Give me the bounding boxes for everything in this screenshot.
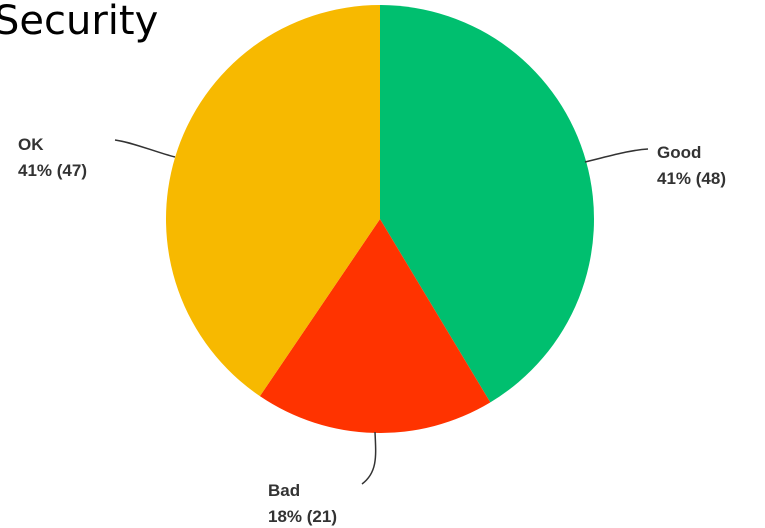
slice-label-value-ok: 41% (47): [18, 161, 87, 180]
pie-slice-good: [380, 5, 595, 403]
leader-line-good: [584, 148, 649, 163]
slice-labels: Good 41% (48) Bad 18% (21) OK 41% (47): [18, 135, 726, 526]
slice-label-name-ok: OK: [18, 135, 44, 154]
pie-slices: [165, 5, 595, 434]
leader-line-ok: [114, 139, 176, 158]
slice-label-name-good: Good: [657, 143, 701, 162]
pie-slice-bad: [259, 219, 491, 434]
leader-line-bad: [361, 431, 377, 485]
slice-label-value-bad: 18% (21): [268, 507, 337, 526]
pie-slice-ok: [165, 5, 380, 397]
leader-lines: [114, 139, 649, 485]
chart-title: Security: [0, 0, 158, 44]
slice-label-name-bad: Bad: [268, 481, 300, 500]
slice-label-value-good: 41% (48): [657, 169, 726, 188]
